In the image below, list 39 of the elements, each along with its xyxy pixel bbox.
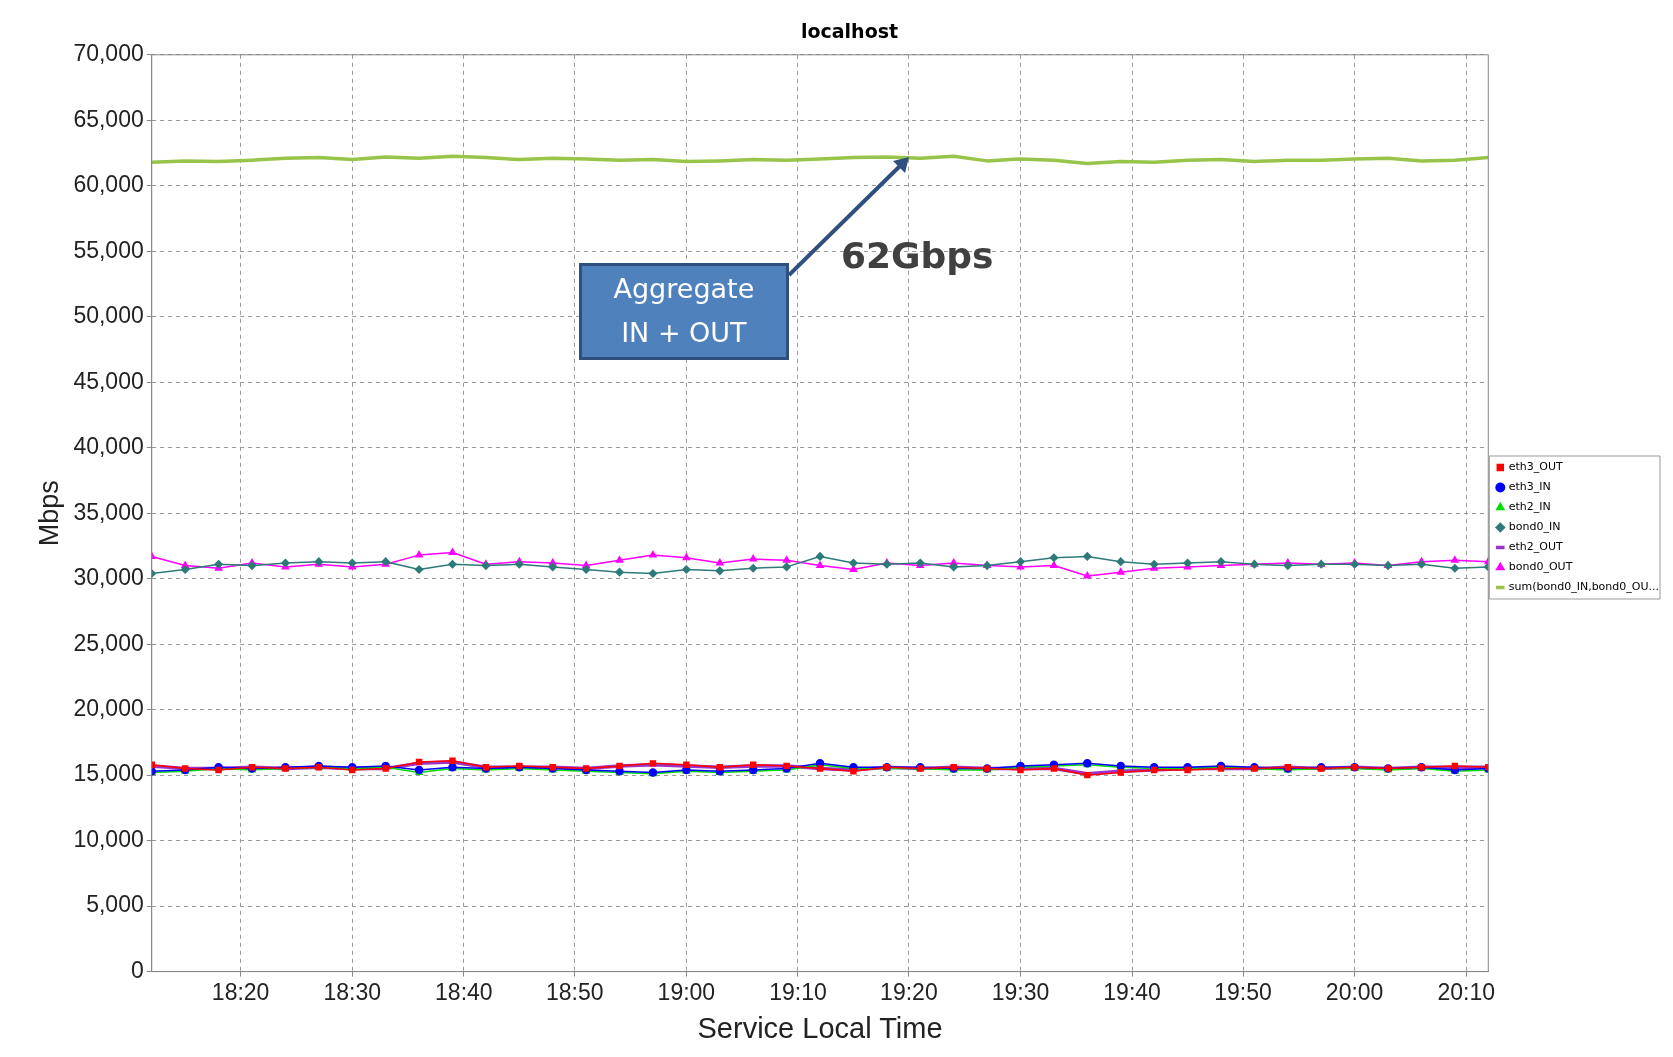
- annotation: 62Gbps: [840, 234, 994, 276]
- annotation: Aggregate IN + OUT: [578, 262, 789, 360]
- y-tick-label: 35,000: [73, 498, 144, 525]
- x-axis-title: Service Local Time: [697, 1011, 943, 1044]
- x-tick-label: 18:50: [545, 978, 604, 1005]
- x-tick-label: 19:20: [880, 978, 938, 1005]
- x-tick-label: 18:30: [323, 978, 382, 1005]
- legend-label: eth2_OUT: [1508, 540, 1564, 554]
- x-tick-label: 19:00: [657, 978, 716, 1005]
- x-tick-label: 18:40: [435, 978, 493, 1005]
- y-tick-label: 15,000: [73, 760, 144, 787]
- x-tick-label: 19:40: [1103, 978, 1161, 1005]
- x-tick-label: 20:10: [1437, 978, 1496, 1005]
- y-tick-label: 20,000: [73, 695, 144, 721]
- x-tick-label: 19:10: [769, 978, 827, 1005]
- x-tick-label: 18:20: [211, 978, 270, 1005]
- legend-label: eth3_IN: [1508, 480, 1551, 494]
- legend-label: bond0_IN: [1508, 520, 1561, 534]
- x-tick-label: 19:50: [1214, 978, 1272, 1005]
- legend-label: eth3_OUT: [1508, 460, 1564, 474]
- y-tick-label: 10,000: [73, 825, 144, 852]
- y-tick-label: 70,000: [73, 40, 144, 67]
- y-tick-label: 55,000: [73, 236, 144, 263]
- x-tick-label: 20:00: [1325, 978, 1384, 1005]
- chart-title: localhost: [800, 20, 899, 43]
- y-tick-label: 5,000: [86, 891, 144, 918]
- y-tick-label: 50,000: [73, 302, 144, 329]
- y-tick-label: 40,000: [73, 433, 144, 460]
- y-tick-label: 25,000: [73, 629, 144, 656]
- y-tick-label: 65,000: [73, 105, 144, 132]
- legend-label: eth2_IN: [1508, 500, 1551, 514]
- y-tick-label: 0: [130, 956, 144, 983]
- y-tick-label: 45,000: [73, 367, 144, 394]
- y-axis-title: Mbps: [33, 480, 64, 547]
- x-tick-label: 19:30: [991, 978, 1050, 1005]
- legend-label: bond0_OUT: [1508, 560, 1573, 574]
- legend-label: sum(bond0_IN,bond0_OU...: [1508, 580, 1660, 594]
- y-tick-label: 30,000: [73, 564, 144, 591]
- y-tick-label: 60,000: [73, 171, 144, 198]
